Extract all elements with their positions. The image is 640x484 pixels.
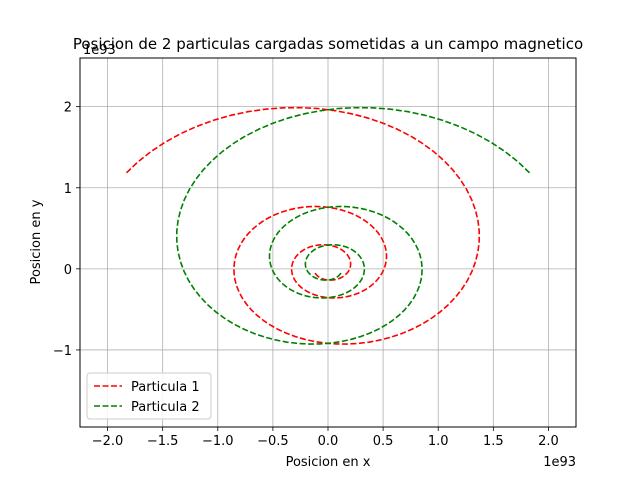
x-tick-label: 0.0 bbox=[318, 434, 339, 449]
chart-title: Posicion de 2 particulas cargadas someti… bbox=[73, 35, 583, 53]
y-offset-label: 1e93 bbox=[83, 43, 116, 58]
x-tick-label: 0.5 bbox=[373, 434, 394, 449]
x-tick-label: 2.0 bbox=[538, 434, 559, 449]
x-tick-label: −1.0 bbox=[202, 434, 234, 449]
y-axis-label: Posicion en y bbox=[29, 199, 44, 284]
x-axis-label: Posicion en x bbox=[286, 455, 371, 470]
x-offset-label: 1e93 bbox=[543, 455, 576, 470]
x-tick-label: 1.0 bbox=[428, 434, 449, 449]
y-tick-label: 0 bbox=[64, 263, 72, 278]
y-tick-label: −1 bbox=[53, 344, 72, 359]
x-tick-label: −0.5 bbox=[257, 434, 289, 449]
grid-lines bbox=[80, 58, 576, 427]
legend-label-particula-1: Particula 1 bbox=[131, 380, 200, 395]
legend-box bbox=[86, 372, 212, 420]
axis-ticks: −2.0 −1.5 −1.0 −0.5 0.0 0.5 1.0 1.5 2.0 −1 0 1 2 bbox=[53, 101, 559, 449]
y-tick-label: 1 bbox=[64, 182, 72, 197]
x-tick-label: 1.5 bbox=[483, 434, 504, 449]
legend: Particula 1 Particula 2 bbox=[86, 372, 212, 420]
y-tick-label: 2 bbox=[64, 101, 72, 116]
legend-label-particula-2: Particula 2 bbox=[131, 400, 200, 415]
x-tick-label: −1.5 bbox=[147, 434, 179, 449]
x-tick-label: −2.0 bbox=[92, 434, 124, 449]
